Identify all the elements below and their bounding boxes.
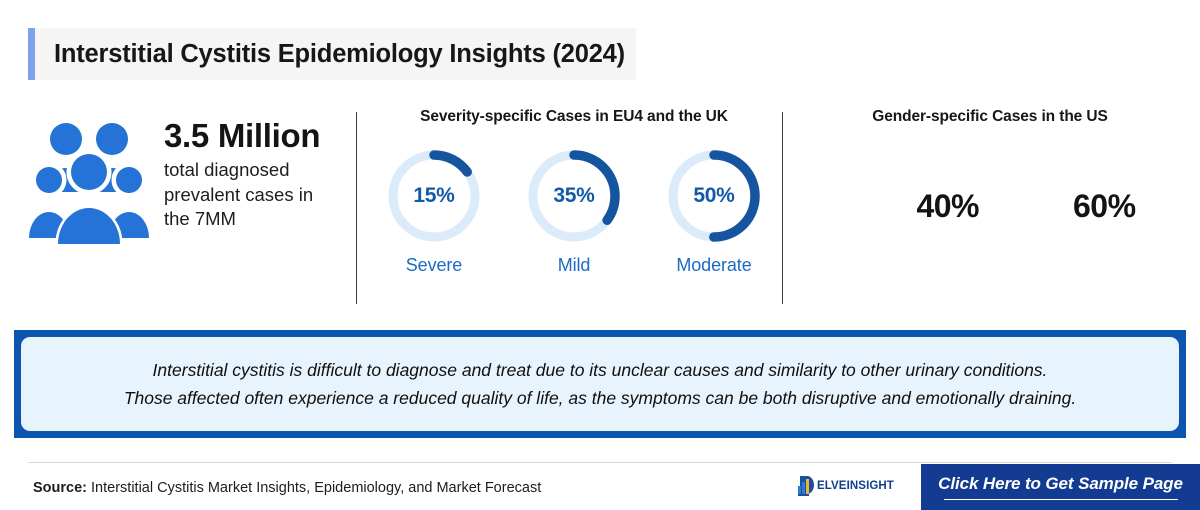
quote-box: Interstitial cystitis is difficult to di… <box>14 330 1186 438</box>
donut-chart-moderate: 50% <box>664 146 764 246</box>
donut-label-mild: Mild <box>557 255 591 275</box>
page-title-bar: Interstitial Cystitis Epidemiology Insig… <box>28 28 636 80</box>
cta-label: Click Here to Get Sample Page <box>938 474 1183 493</box>
severity-donut-row: 15% Severe 35% Mild <box>372 126 776 276</box>
severity-heading: Severity-specific Cases in EU4 and the U… <box>420 108 728 125</box>
gender-panel: Gender-specific Cases in the US <box>800 108 1180 306</box>
donut-label-severe: Severe <box>405 255 463 275</box>
logo-name-part: ELVE <box>817 480 847 492</box>
gender-percent-female: 60% <box>1073 187 1136 224</box>
page-title: Interstitial Cystitis Epidemiology Insig… <box>54 39 625 68</box>
prevalence-panel: 3.5 Million total diagnosed prevalent ca… <box>28 108 348 306</box>
male-figure-icon <box>844 144 912 268</box>
gender-percent-male: 40% <box>916 187 979 224</box>
source-value: Interstitial Cystitis Market Insights, E… <box>87 480 542 496</box>
delveinsight-logo: ELVEINSIGHT <box>797 472 894 498</box>
quote-line: Those affected often experience a reduce… <box>123 388 1077 408</box>
prevalence-description-line: prevalent cases in <box>164 183 314 205</box>
prevalence-description: total diagnosed prevalent cases in the 7… <box>164 155 320 232</box>
severity-donut-mild: 35% Mild <box>512 146 636 276</box>
prevalence-description-line: total diagnosed <box>164 158 290 180</box>
logo-name-part: I <box>846 480 850 492</box>
gender-row: 40% <box>800 126 1180 268</box>
severity-panel: Severity-specific Cases in EU4 and the U… <box>372 108 776 306</box>
severity-donut-severe: 15% Severe <box>372 146 496 276</box>
source-line: Source: Interstitial Cystitis Market Ins… <box>33 480 541 496</box>
people-group-icon <box>28 116 150 248</box>
donut-chart-severe: 15% <box>384 146 484 246</box>
severity-donut-moderate: 50% Moderate <box>652 146 776 276</box>
prevalence-description-line: the 7MM <box>164 208 236 230</box>
prevalence-value: 3.5 Million <box>164 117 321 154</box>
donut-value-moderate: 50% <box>693 184 735 207</box>
source-label: Source: <box>33 480 87 496</box>
gender-item-male: 40% <box>844 144 979 268</box>
gender-heading: Gender-specific Cases in the US <box>872 108 1108 125</box>
donut-label-moderate: Moderate <box>676 255 752 275</box>
donut-value-mild: 35% <box>553 184 595 207</box>
delveinsight-logo-text: ELVEINSIGHT <box>816 477 894 493</box>
gender-item-female: 60% <box>989 144 1136 268</box>
donut-value-severe: 15% <box>413 184 455 207</box>
quote-inner-panel: Interstitial cystitis is difficult to di… <box>21 337 1179 431</box>
stats-row: 3.5 Million total diagnosed prevalent ca… <box>0 108 1200 306</box>
donut-chart-mild: 35% <box>524 146 624 246</box>
logo-name-part: NSIGHT <box>849 480 894 492</box>
female-figure-icon <box>989 144 1069 268</box>
title-accent-bar <box>28 28 35 80</box>
section-divider-1 <box>356 112 357 304</box>
footer-divider <box>28 462 1172 463</box>
cta-underline <box>943 499 1178 500</box>
get-sample-page-button[interactable]: Click Here to Get Sample Page <box>921 464 1200 510</box>
section-divider-2 <box>782 112 783 304</box>
delveinsight-logo-icon <box>797 475 816 496</box>
quote-line: Interstitial cystitis is difficult to di… <box>152 359 1048 380</box>
